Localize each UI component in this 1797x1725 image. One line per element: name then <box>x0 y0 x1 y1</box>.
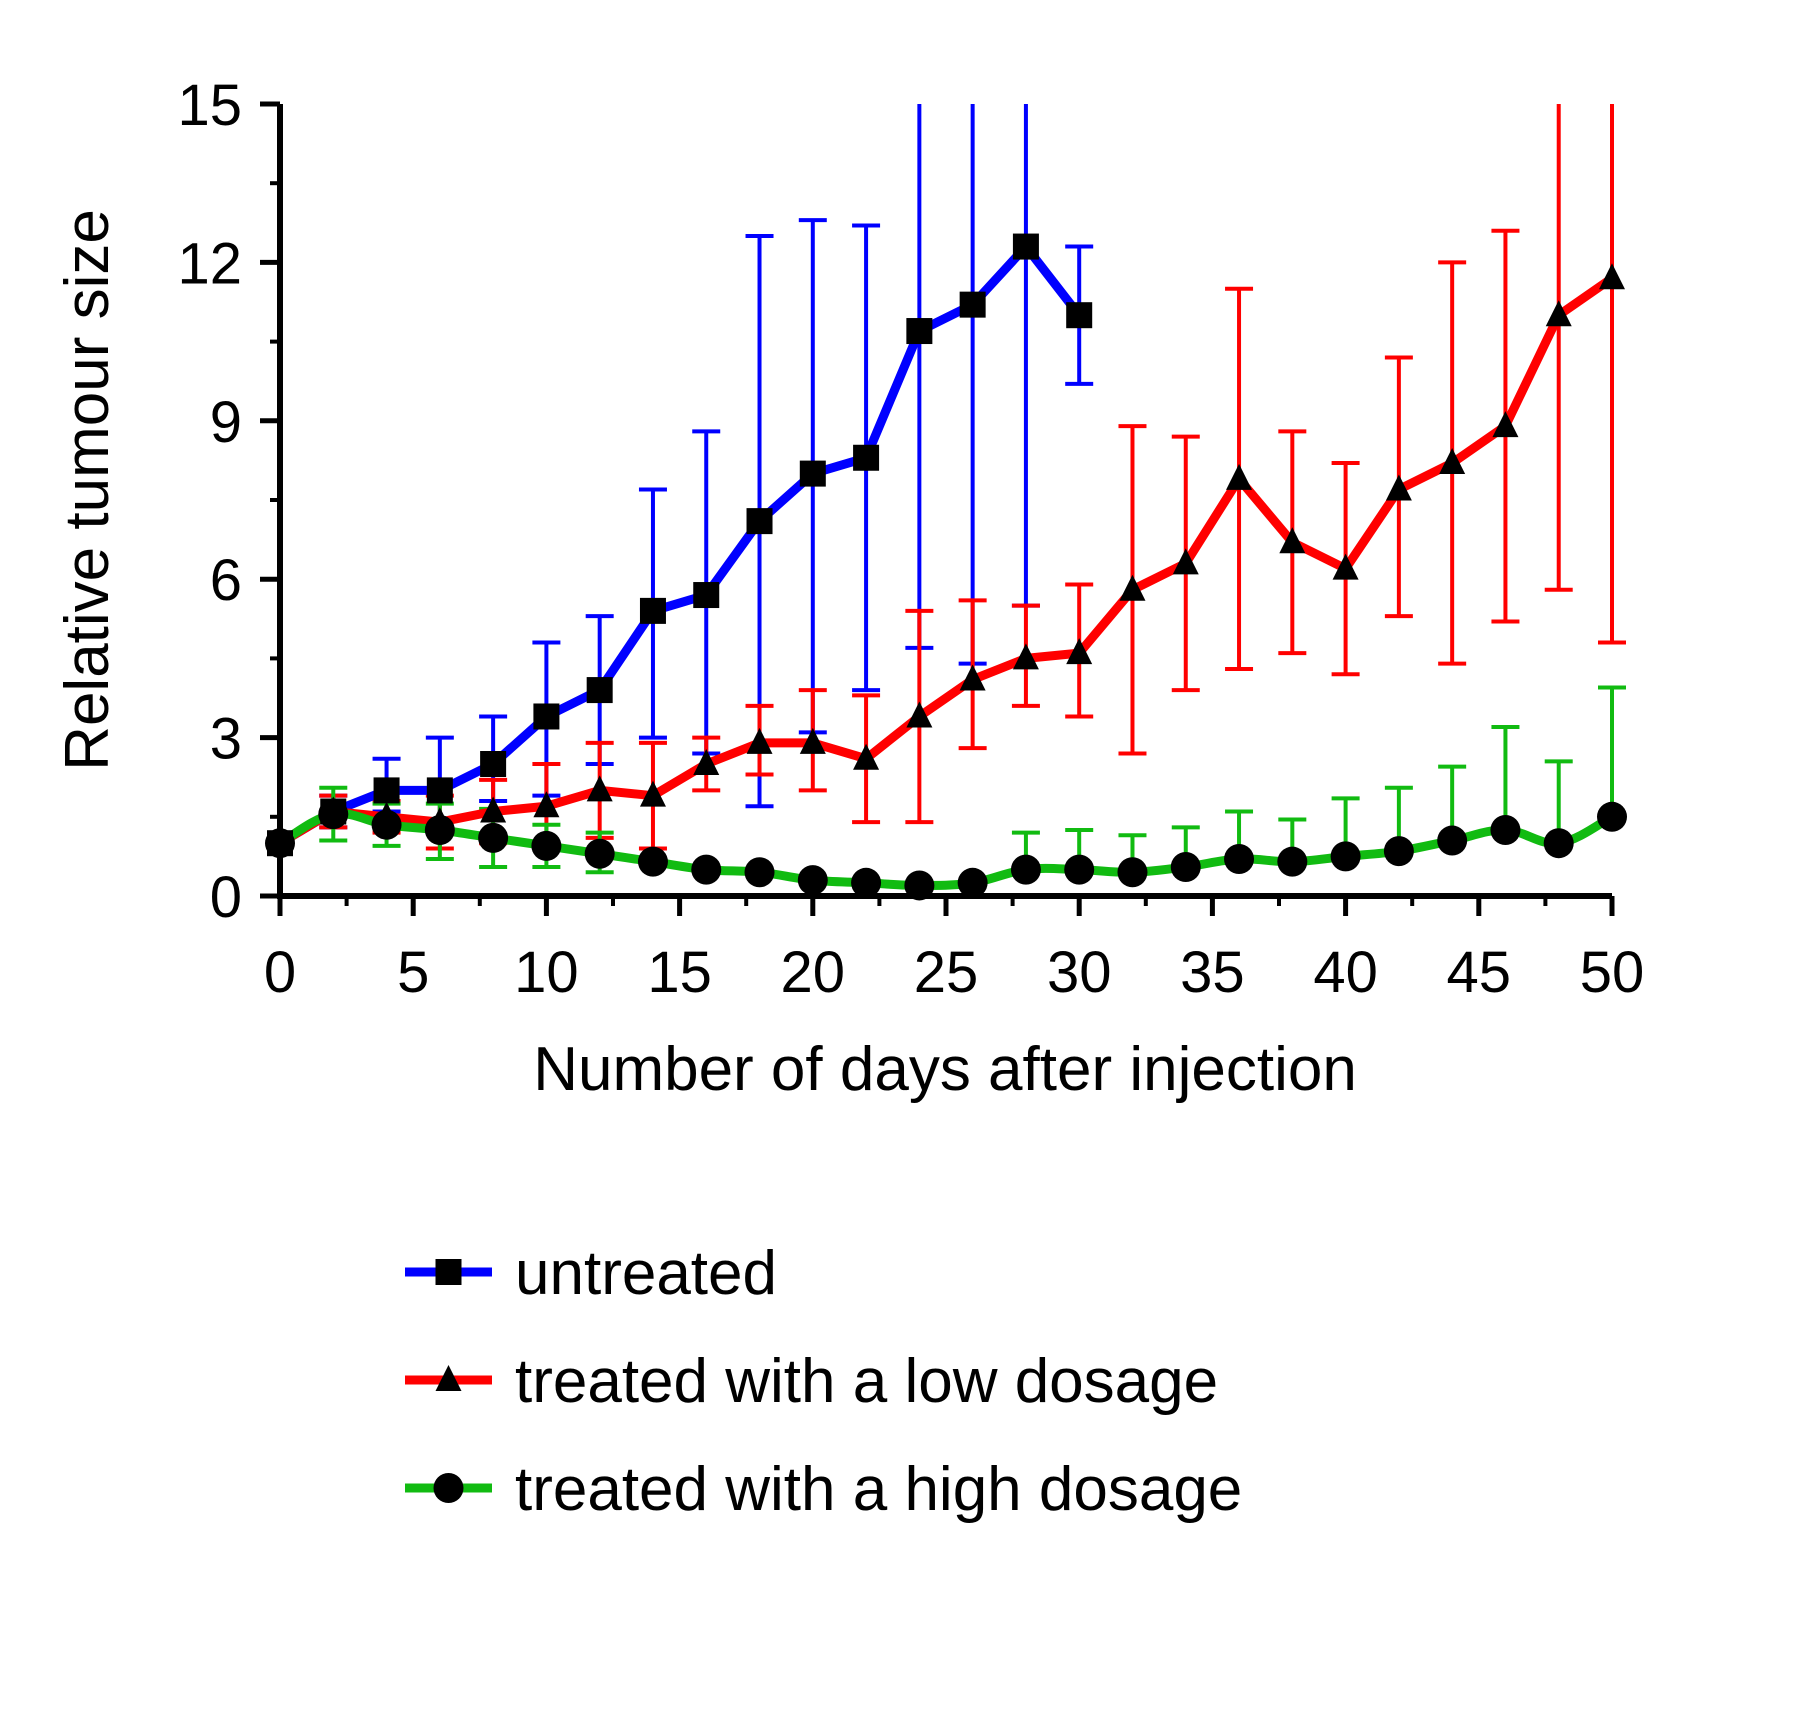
treated-with-a-low-dosage-point <box>586 775 613 802</box>
treated-with-a-high-dosage-point <box>1383 836 1414 867</box>
treated-with-a-low-dosage-point <box>959 664 986 691</box>
treated-with-a-high-dosage-point <box>318 799 349 830</box>
x-tick-label-50: 50 <box>1580 940 1645 1005</box>
untreated-point <box>639 597 666 624</box>
untreated-point <box>746 508 773 535</box>
treated-with-a-high-dosage-point <box>1170 851 1201 882</box>
treated-with-a-high-dosage-point <box>957 867 988 898</box>
untreated-point <box>426 777 453 804</box>
treated-with-a-high-dosage-point <box>744 857 775 888</box>
treated-with-a-high-dosage-point <box>584 838 615 869</box>
untreated-point <box>533 703 560 730</box>
treated-with-a-high-dosage-point <box>1490 815 1521 845</box>
treated-with-a-high-dosage-point <box>904 870 935 901</box>
treated-with-a-high-dosage-point <box>1224 844 1255 875</box>
legend-swatch-marker <box>435 1259 462 1285</box>
x-tick-label-10: 10 <box>514 940 579 1005</box>
x-tick-label-40: 40 <box>1313 940 1378 1005</box>
y-tick-label-15: 15 <box>177 73 242 138</box>
treated-with-a-low-dosage-point <box>906 701 933 728</box>
treated-with-a-low-dosage-point <box>1332 553 1359 580</box>
x-tick-label-20: 20 <box>781 940 846 1005</box>
legend-swatch-marker <box>435 1365 462 1391</box>
treated-with-a-low-dosage-point <box>1226 463 1253 490</box>
x-tick-label-25: 25 <box>914 940 979 1005</box>
legend-item-untreated: untreated <box>405 1239 777 1308</box>
untreated-point <box>693 582 720 609</box>
treated-with-a-low-dosage-point <box>1172 548 1199 575</box>
treated-with-a-low-dosage-point <box>1279 527 1306 554</box>
treated-with-a-high-dosage-point <box>691 854 722 885</box>
treated-with-a-low-dosage-point <box>1439 448 1466 475</box>
untreated-point <box>373 777 400 804</box>
treated-with-a-high-dosage-point <box>797 865 828 896</box>
y-tick-label-3: 3 <box>210 707 242 772</box>
treated-with-a-high-dosage-point <box>478 822 509 853</box>
untreated-point <box>1066 302 1093 329</box>
treated-with-a-low-dosage-point <box>746 727 773 754</box>
treated-with-a-low-dosage-point <box>853 743 880 770</box>
untreated-point <box>959 291 986 318</box>
untreated-point <box>1012 233 1039 260</box>
x-axis-title: Number of days after injection <box>533 1035 1357 1104</box>
treated-with-a-low-dosage-point <box>1492 411 1519 438</box>
untreated-point <box>586 677 613 704</box>
y-tick-label-12: 12 <box>177 231 242 296</box>
treated-with-a-high-dosage-point <box>1597 801 1627 832</box>
treated-with-a-low-dosage-point <box>1119 574 1146 601</box>
treated-with-a-low-dosage-point <box>1545 300 1572 327</box>
treated-with-a-low-dosage-point <box>480 796 507 823</box>
x-tick-label-15: 15 <box>647 940 712 1005</box>
legend-item-treated-with-a-high-dosage: treated with a high dosage <box>405 1455 1242 1524</box>
treated-with-a-high-dosage-point <box>1117 857 1148 888</box>
treated-with-a-low-dosage-point <box>693 749 720 775</box>
treated-with-a-low-dosage-point <box>533 791 560 818</box>
legend-label: treated with a high dosage <box>515 1455 1242 1524</box>
x-tick-label-0: 0 <box>264 940 296 1005</box>
treated-with-a-high-dosage-point <box>424 815 455 845</box>
y-tick-label-9: 9 <box>210 390 242 455</box>
treated-with-a-low-dosage-point <box>799 727 826 754</box>
treated-with-a-high-dosage-point <box>531 830 562 861</box>
untreated-point <box>480 751 507 777</box>
treated-with-a-low-dosage-point <box>1066 638 1093 665</box>
treated-with-a-low-dosage-point <box>1012 643 1039 670</box>
untreated-point <box>906 318 933 345</box>
treated-with-a-high-dosage-point <box>371 809 402 840</box>
legend-item-treated-with-a-low-dosage: treated with a low dosage <box>405 1347 1218 1416</box>
error-bars-layer <box>319 104 1626 875</box>
treated-with-a-high-dosage-point <box>1064 854 1095 885</box>
untreated-line <box>275 242 1084 848</box>
legend-label: untreated <box>515 1239 777 1308</box>
treated-with-a-high-dosage-point <box>1543 828 1574 859</box>
x-tick-label-5: 5 <box>397 940 429 1005</box>
treated-with-a-low-dosage-point <box>1385 474 1412 501</box>
untreated-point <box>853 444 880 471</box>
treated-with-a-high-dosage-point <box>1437 825 1468 856</box>
treated-with-a-high-dosage-point <box>1330 841 1361 872</box>
treated-with-a-low-dosage-point <box>639 780 666 807</box>
legend-swatch-marker <box>433 1473 464 1503</box>
x-tick-label-35: 35 <box>1180 940 1245 1005</box>
treated-with-a-high-dosage-point <box>1277 846 1308 877</box>
treated-with-a-low-dosage-line <box>275 273 1617 848</box>
legend: untreated treated with a low dosage treate… <box>405 1239 1242 1524</box>
untreated-point <box>799 460 826 487</box>
axes-layer <box>260 101 1615 916</box>
treated-with-a-low-dosage-point <box>1599 263 1625 290</box>
treated-with-a-high-dosage-point <box>1010 854 1041 885</box>
treated-with-a-high-dosage-point <box>851 867 882 898</box>
x-tick-label-30: 30 <box>1047 940 1112 1005</box>
y-axis-title: Relative tumour size <box>53 209 122 771</box>
y-tick-label-0: 0 <box>210 865 242 930</box>
tick-labels-layer: 0 3 6 9 12 15 0 5 10 15 20 25 30 35 40 45 50 <box>177 73 1644 1005</box>
treated-with-a-high-dosage-point <box>637 846 668 877</box>
y-tick-label-6: 6 <box>210 548 242 613</box>
x-tick-label-45: 45 <box>1447 940 1512 1005</box>
legend-label: treated with a low dosage <box>515 1347 1218 1416</box>
markers-layer <box>265 233 1627 901</box>
